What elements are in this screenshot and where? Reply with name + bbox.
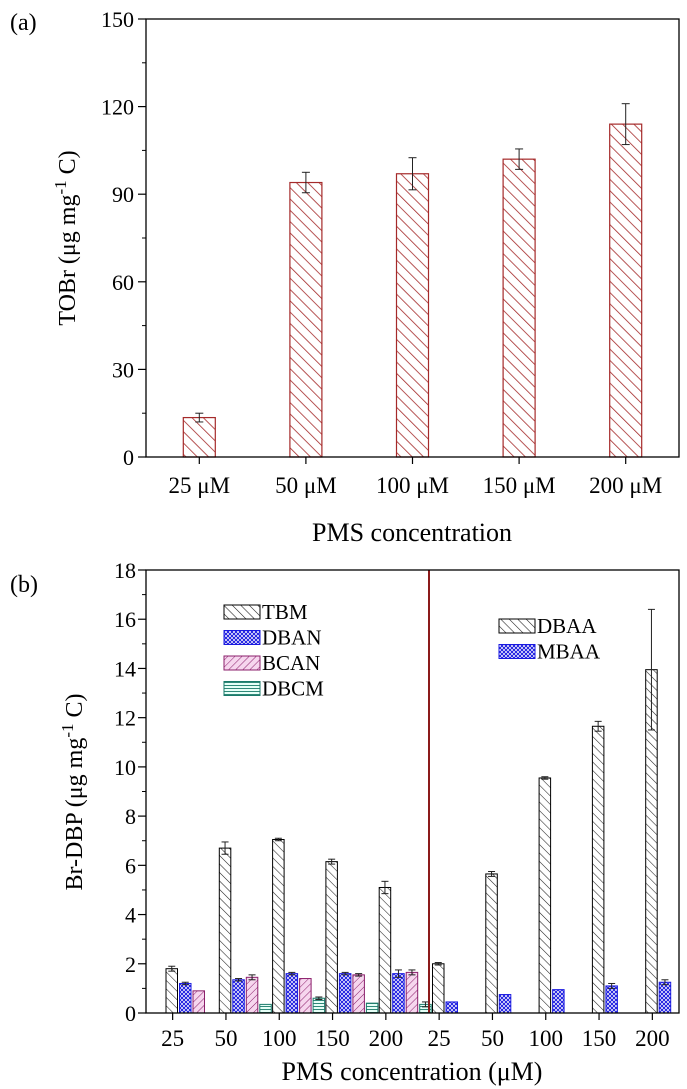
panel-a-y-ticks: 0 30 60 90 120 150 [101,7,146,470]
panel-b-y-tick-label: 12 [114,706,136,731]
panel-b-bar-bcan [192,990,205,1014]
panel-b-bar-dban [338,973,352,1014]
panel-a-y-tick-label: 60 [112,270,134,295]
panel-b-bar-mbaa [605,985,618,1014]
panel-b-y-tick-label: 18 [114,558,136,583]
panel-a-label: (a) [10,10,37,36]
legend-label-tbm: TBM [262,600,308,624]
panel-a-bars [182,103,643,458]
panel-b-bar-tbm [378,886,392,1014]
panel-b-x-tick-label: 25 [428,1026,451,1051]
panel-a-y-tick-label: 120 [101,95,134,120]
legend-swatch-mbaa [498,644,536,659]
panel-a-y-tick-label: 30 [112,357,134,382]
panel-a-y-axis-title: TOBr (μg mg-1 C) [51,150,82,325]
panel-a-x-tick-label: 50 μM [275,473,337,498]
panel-a-y-tick-label: 0 [123,445,134,470]
panel-b-y-tick-label: 4 [125,903,136,928]
panel-b-bar-dbcm [365,1002,379,1014]
panel-a-bar-50-m [289,181,323,458]
panel-b-x-tick-label: 50 [214,1026,237,1051]
panel-b-x-tick-label: 200 [635,1026,670,1051]
panel-b-y-tick-label: 8 [125,804,136,829]
panel-b-bar-dban [285,973,299,1014]
legend-swatch-dbcm [223,681,261,696]
panel-b-label: (b) [10,572,38,598]
panel-a-y-tick-label: 150 [101,7,134,32]
panel-a-bar-150-m [502,158,536,458]
panel-a-x-tick-label: 100 μM [376,473,449,498]
legend-swatch-tbm [223,604,261,620]
legend-swatch-dbaa [498,618,536,634]
panel-a-bar-100-m [395,173,430,458]
panel-a-x-ticks: 25 μM 50 μM 100 μM 150 μM 200 μM [169,457,662,498]
legend-label-dbaa: DBAA [537,614,597,638]
legend-swatch-dban [223,630,261,645]
panel-a-y-title-end: C) [55,150,81,180]
panel-a-bar-25-m [182,416,216,458]
panel-b-bar-tbm [165,968,178,1014]
panel-b-bar-bcan [405,971,419,1014]
panel-a-y-tick-label: 90 [112,182,134,207]
panel-b-y-axis-title: Br-DBP (μg mg-1 C) [58,693,89,890]
panel-b-y-tick-label: 16 [114,607,136,632]
panel-b-plot-frame [145,569,680,1014]
panel-b-y-tick-label: 2 [125,952,136,977]
legend-label-dbcm: DBCM [262,677,324,701]
panel-a-x-axis-title: PMS concentration [312,518,512,547]
panel-a-y-title-sup: -1 [51,180,70,194]
panel-b-x-tick-label: 150 [315,1026,350,1051]
panel-b-bar-dban [392,973,405,1014]
panel-b-bar-tbm [325,861,338,1014]
panel-a: (a) TOBr (μg mg-1 C) 0 30 60 90 120 150 25 μM… [10,7,680,547]
panel-b-bar-bcan [299,978,312,1014]
legend-swatch-bcan [223,655,261,671]
panel-b-x-tick-label: 200 [369,1026,404,1051]
panel-a-x-tick-label: 200 μM [589,473,662,498]
panel-b-bar-mbaa [552,989,565,1014]
panel-a-y-title-main: TOBr (μg mg [55,195,81,326]
panel-b-y-ticks: 0 2 4 6 8 10 12 14 16 18 [114,558,146,1026]
panel-b-x-tick-label: 150 [582,1026,617,1051]
panel-b-bar-tbm [218,847,232,1014]
panel-a-x-tick-label: 150 μM [483,473,556,498]
panel-b-bar-dbaa [591,725,605,1014]
panel-b-y-title-main: Br-DBP (μg mg [62,738,88,891]
panel-b-bar-dbcm [312,997,326,1014]
legend-label-mbaa: MBAA [537,640,601,664]
panel-a-bar-200-m [609,123,643,458]
panel-b-y-tick-label: 10 [114,755,136,780]
panel-b-y-title-sup: -1 [58,723,77,737]
panel-b-bar-mbaa [445,1001,458,1014]
panel-b-bar-dbaa [538,777,552,1014]
panel-b-bar-mbaa [498,994,512,1014]
panel-b-bar-dban [179,982,192,1014]
panel-b-x-ticks: 25 50 100 150 200 25 50 100 150 200 [161,1013,670,1051]
panel-b-x-tick-label: 100 [529,1026,564,1051]
panel-b-bar-dbcm [259,1003,272,1014]
panel-b-x-tick-label: 50 [481,1026,504,1051]
panel-b-x-axis-title: PMS concentration (μM) [282,1057,543,1086]
legend-label-dban: DBAN [262,626,322,650]
panel-b-bar-bcan [245,976,259,1014]
panel-b-bar-mbaa [658,981,672,1014]
panel-b-bar-dbaa [432,963,445,1014]
panel-b-bar-dbaa [485,873,498,1014]
panel-b-y-tick-label: 6 [125,853,136,878]
panel-b-y-title-end: C) [62,693,88,723]
panel-b-x-tick-label: 25 [161,1026,184,1051]
legend-label-bcan: BCAN [262,651,320,675]
panel-a-plot-frame [145,18,680,458]
panel-b-bar-tbm [272,838,285,1014]
panel-b: (b) Br-DBP (μg mg-1 C) 0 2 4 6 8 10 12 14 16 18 2… [10,558,680,1086]
panel-b-x-tick-label: 100 [262,1026,297,1051]
panel-b-y-tick-label: 0 [125,1001,136,1026]
panel-b-bar-bcan [352,974,365,1014]
panel-a-x-tick-label: 25 μM [169,473,231,498]
panel-b-y-tick-label: 14 [114,656,136,681]
panel-b-bar-dban [232,979,245,1014]
